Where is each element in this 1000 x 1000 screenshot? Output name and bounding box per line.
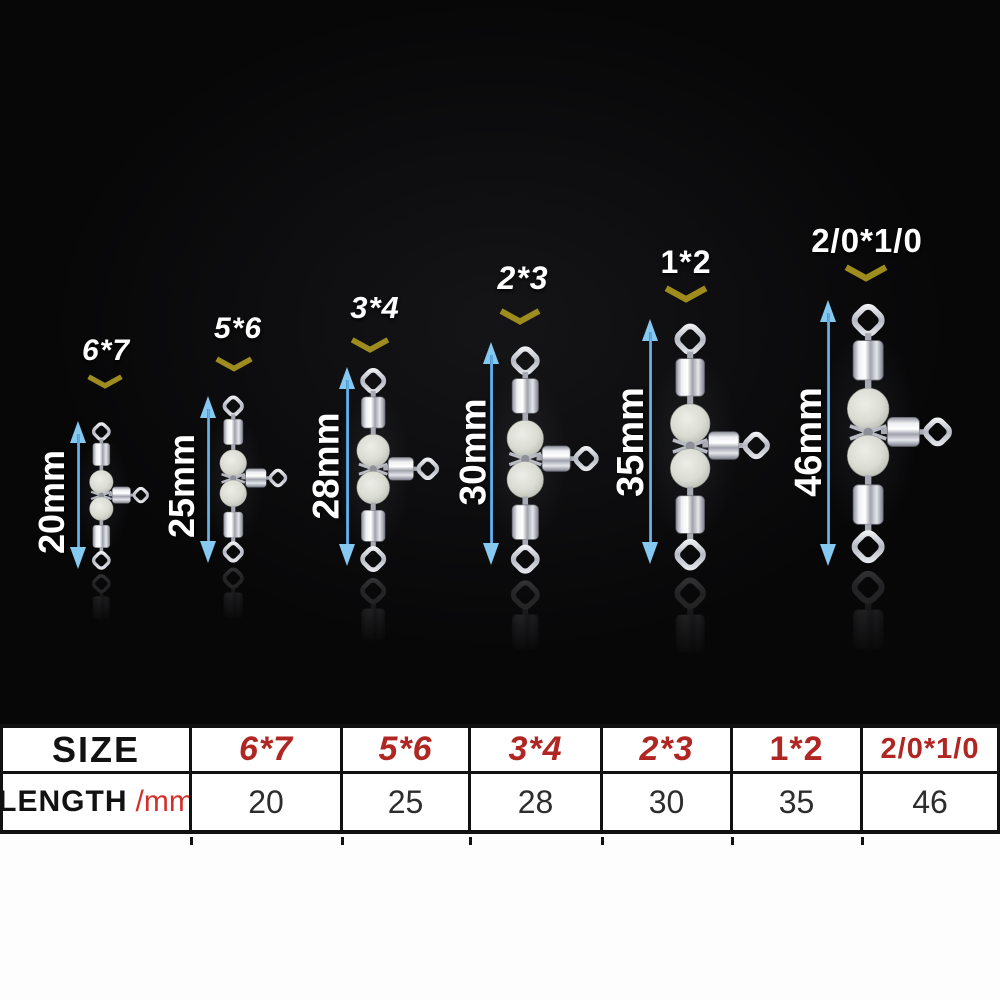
product-size-label: 3*4 xyxy=(350,290,400,325)
arrow-down-icon xyxy=(70,547,86,569)
table-size-value: 2*3 xyxy=(603,728,733,774)
arrow-down-icon xyxy=(820,544,836,566)
arrow-shaft xyxy=(206,409,210,550)
table-size-value: 1*2 xyxy=(733,728,863,774)
arrow-shaft xyxy=(826,313,830,553)
table-length-value: 25 xyxy=(343,774,471,830)
size-table: SIZE 6*7 5*6 3*4 2*3 1*2 2/0*1/0 LENGTH … xyxy=(0,724,1000,834)
arrow-down-icon xyxy=(483,543,499,565)
measure-arrow xyxy=(70,421,86,569)
arrow-shaft xyxy=(76,434,80,556)
table-divider-stub xyxy=(601,837,604,845)
measure-arrow xyxy=(200,396,216,563)
swivel-reflection xyxy=(335,575,445,663)
chevron-down-icon xyxy=(87,374,123,389)
table-length-value: 35 xyxy=(733,774,863,830)
table-size-value: 3*4 xyxy=(471,728,603,774)
arrow-down-icon xyxy=(200,541,216,563)
arrow-up-icon xyxy=(339,367,355,389)
swivel-image xyxy=(820,300,959,567)
table-length-value: 28 xyxy=(471,774,603,830)
swivel-image xyxy=(335,365,445,575)
product-size-label: 5*6 xyxy=(213,312,263,345)
arrow-shaft xyxy=(489,355,493,552)
arrow-shaft xyxy=(345,380,349,553)
arrow-shaft xyxy=(648,332,652,551)
swivel-image xyxy=(483,343,605,577)
product-size-label: 2*3 xyxy=(497,260,549,296)
swivel-image xyxy=(644,320,777,574)
product-size-label: 2/0*1/0 xyxy=(811,222,923,259)
swivel-reflection xyxy=(644,574,777,680)
table-divider-stub xyxy=(190,837,193,845)
table-header-length: LENGTH /mm xyxy=(3,774,192,830)
chevron-down-icon xyxy=(499,308,541,325)
measure-arrow xyxy=(820,300,836,566)
table-length-value: 30 xyxy=(603,774,733,830)
chevron-down-icon xyxy=(664,285,708,303)
chevron-down-icon xyxy=(215,356,253,372)
product-size-label: 6*7 xyxy=(81,334,131,367)
chevron-down-icon xyxy=(844,264,888,282)
length-label: LENGTH xyxy=(3,785,128,818)
length-unit: /mm xyxy=(135,785,192,818)
arrow-up-icon xyxy=(200,396,216,418)
table-size-value: 2/0*1/0 xyxy=(863,728,997,774)
arrow-down-icon xyxy=(642,542,658,564)
arrow-up-icon xyxy=(483,342,499,364)
table-header-size: SIZE xyxy=(3,728,192,774)
swivel-image xyxy=(87,420,151,572)
chevron-down-icon xyxy=(350,337,390,353)
table-size-value: 5*6 xyxy=(343,728,471,774)
table-divider-stub xyxy=(341,837,344,845)
product-length-label: 20mm xyxy=(31,449,72,555)
table-divider-stub xyxy=(731,837,734,845)
product-size-label: 1*2 xyxy=(660,244,712,280)
swivel-image xyxy=(217,393,290,565)
arrow-up-icon xyxy=(642,319,658,341)
swivel-reflection xyxy=(202,565,292,637)
arrow-up-icon xyxy=(820,300,836,322)
swivel-reflection xyxy=(483,577,605,675)
table-length-value: 20 xyxy=(192,774,343,830)
table-size-value: 6*7 xyxy=(192,728,343,774)
table-divider-stub xyxy=(469,837,472,845)
measure-arrow xyxy=(642,319,658,564)
table-length-value: 46 xyxy=(912,783,948,820)
table-divider-stub xyxy=(861,837,864,845)
swivel-reflection xyxy=(820,567,959,679)
product-photo-area xyxy=(0,0,1000,724)
measure-arrow xyxy=(339,367,355,566)
arrow-down-icon xyxy=(339,544,355,566)
measure-arrow xyxy=(483,342,499,565)
swivel-reflection xyxy=(74,572,153,636)
arrow-up-icon xyxy=(70,421,86,443)
product-length-label: 25mm xyxy=(161,433,202,539)
